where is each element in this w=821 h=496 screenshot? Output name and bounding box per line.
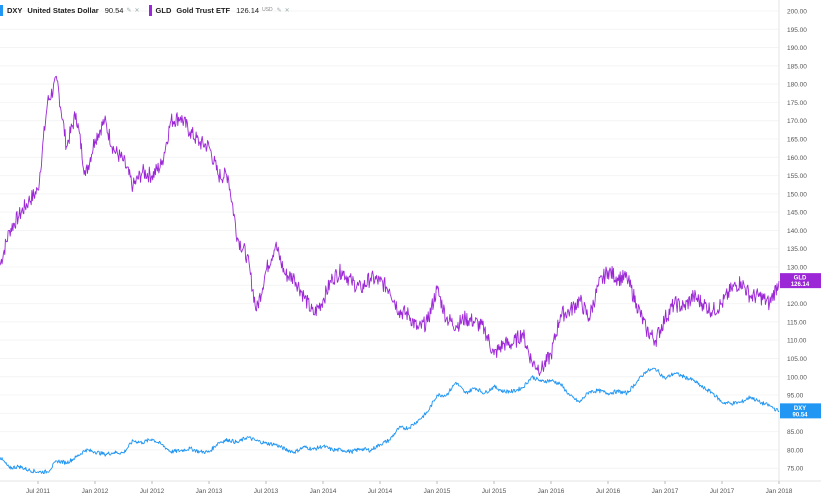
y-tick-label: 140.00 xyxy=(787,228,807,235)
edit-icon[interactable]: ✎ xyxy=(276,7,282,14)
x-tick-label: Jul 2011 xyxy=(26,488,50,495)
y-tick-label: 145.00 xyxy=(787,210,807,217)
y-tick-label: 110.00 xyxy=(787,338,807,345)
y-tick-label: 180.00 xyxy=(787,82,807,89)
legend-symbol: DXY xyxy=(7,5,23,15)
x-tick-label: Jan 2018 xyxy=(766,488,793,495)
y-tick-label: 185.00 xyxy=(787,63,807,70)
x-tick-label: Jan 2014 xyxy=(310,488,337,495)
y-tick-label: 85.00 xyxy=(787,429,804,436)
legend-item-dxy[interactable]: DXY United States Dollar 90.54 ✎ ✕ xyxy=(0,4,143,16)
y-tick-label: 165.00 xyxy=(787,136,807,143)
y-tick-label: 200.00 xyxy=(787,8,807,15)
dxy-value-tag xyxy=(780,403,821,419)
legend-item-gld[interactable]: GLD Gold Trust ETF 126.14 USD ✎ ✕ xyxy=(148,4,293,16)
x-tick-label: Jul 2016 xyxy=(596,488,621,495)
dxy-tag-value: 90.54 xyxy=(792,412,808,418)
y-tick-label: 115.00 xyxy=(787,319,807,326)
close-icon[interactable]: ✕ xyxy=(134,7,140,14)
y-tick-label: 95.00 xyxy=(787,393,804,400)
gld-color-swatch xyxy=(148,4,152,16)
x-tick-label: Jan 2016 xyxy=(538,488,565,495)
x-tick-label: Jan 2013 xyxy=(196,488,223,495)
close-icon[interactable]: ✕ xyxy=(284,7,290,14)
x-tick-label: Jan 2015 xyxy=(424,488,451,495)
y-tick-label: 190.00 xyxy=(787,45,807,52)
x-tick-label: Jan 2017 xyxy=(652,488,679,495)
x-tick-label: Jul 2013 xyxy=(254,488,279,495)
gld-tag-value: 126.14 xyxy=(791,282,810,288)
y-tick-label: 135.00 xyxy=(787,246,807,253)
y-tick-label: 75.00 xyxy=(787,466,804,473)
y-tick-label: 170.00 xyxy=(787,118,807,125)
x-axis-ticks: Jul 2011 Jan 2012 Jul 2012 Jan 2013 Jul 2013… xyxy=(26,481,793,495)
dxy-color-swatch xyxy=(0,4,3,16)
legend-value: 126.14 xyxy=(236,5,260,15)
legend-symbol: GLD xyxy=(155,5,172,15)
y-tick-label: 155.00 xyxy=(787,173,807,180)
y-tick-label: 80.00 xyxy=(787,447,804,454)
y-axis-ticks: 75.0080.0085.0090.0095.00100.00105.00110… xyxy=(787,8,807,472)
gld-tag-symbol: GLD xyxy=(794,276,807,282)
edit-icon[interactable]: ✎ xyxy=(126,7,132,14)
series-line-gld xyxy=(0,75,780,376)
x-tick-label: Jul 2017 xyxy=(710,488,735,495)
y-tick-label: 100.00 xyxy=(787,374,807,381)
legend-unit: USD xyxy=(262,7,273,13)
x-tick-label: Jul 2015 xyxy=(482,488,507,495)
x-tick-label: Jul 2014 xyxy=(368,488,393,495)
legend-value: 90.54 xyxy=(104,5,124,15)
y-tick-label: 195.00 xyxy=(787,27,807,34)
series-line-dxy xyxy=(0,367,780,475)
y-grid-lines xyxy=(0,10,779,469)
y-tick-label: 120.00 xyxy=(787,301,807,308)
x-tick-label: Jul 2012 xyxy=(140,488,165,495)
dxy-tag-symbol: DXY xyxy=(794,406,806,412)
y-tick-label: 160.00 xyxy=(787,155,807,162)
chart-legend: DXY United States Dollar 90.54 ✎ ✕ GLD G… xyxy=(0,3,299,17)
series-lines xyxy=(0,75,780,475)
legend-name: Gold Trust ETF xyxy=(176,5,231,15)
y-tick-label: 105.00 xyxy=(787,356,807,363)
x-tick-label: Jan 2012 xyxy=(82,488,109,495)
y-tick-label: 175.00 xyxy=(787,100,807,107)
y-tick-label: 150.00 xyxy=(787,191,807,198)
gld-value-tag xyxy=(780,273,821,289)
y-tick-label: 130.00 xyxy=(787,265,807,272)
legend-name: United States Dollar xyxy=(27,5,99,15)
